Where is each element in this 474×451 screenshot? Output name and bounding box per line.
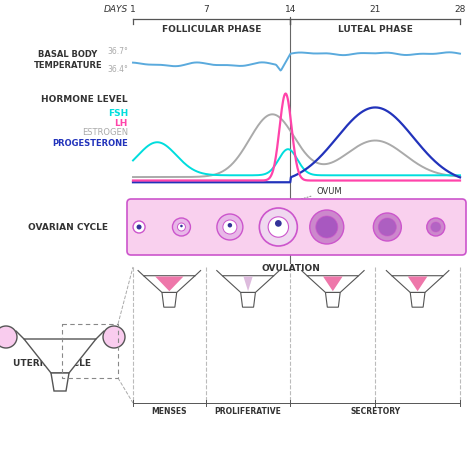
Text: 28: 28 — [454, 5, 465, 14]
Circle shape — [228, 224, 232, 228]
Circle shape — [259, 208, 297, 246]
Text: DAYS: DAYS — [104, 5, 128, 14]
Polygon shape — [162, 293, 177, 308]
Polygon shape — [144, 276, 195, 293]
Polygon shape — [51, 373, 69, 391]
Polygon shape — [24, 339, 96, 373]
Circle shape — [268, 217, 289, 238]
Circle shape — [316, 216, 338, 239]
Text: HORMONE LEVEL: HORMONE LEVEL — [41, 95, 128, 104]
Polygon shape — [408, 277, 428, 291]
Text: MENSES: MENSES — [152, 407, 187, 415]
Circle shape — [133, 221, 145, 234]
Polygon shape — [323, 277, 343, 291]
Polygon shape — [222, 276, 274, 293]
Circle shape — [103, 326, 125, 348]
Text: LH: LH — [115, 118, 128, 127]
Text: PROLIFERATIVE: PROLIFERATIVE — [215, 407, 282, 415]
FancyBboxPatch shape — [127, 199, 466, 255]
Circle shape — [217, 215, 243, 240]
Text: OVARIAN CYCLE: OVARIAN CYCLE — [28, 223, 108, 232]
Circle shape — [275, 221, 282, 227]
Polygon shape — [244, 277, 253, 291]
Text: 1: 1 — [130, 5, 136, 14]
Circle shape — [180, 225, 182, 228]
Polygon shape — [155, 277, 183, 291]
Polygon shape — [410, 293, 425, 308]
Circle shape — [223, 221, 237, 235]
Circle shape — [427, 219, 445, 236]
Text: PROGESTERONE: PROGESTERONE — [52, 139, 128, 148]
Text: FSH: FSH — [108, 108, 128, 117]
Text: 36.4°: 36.4° — [107, 65, 128, 74]
Circle shape — [173, 219, 191, 236]
Text: BASAL BODY
TEMPERATURE: BASAL BODY TEMPERATURE — [34, 50, 102, 70]
Circle shape — [177, 224, 185, 231]
Text: LUTEAL PHASE: LUTEAL PHASE — [338, 24, 413, 33]
Circle shape — [137, 225, 142, 230]
Text: SECRETORY: SECRETORY — [350, 407, 400, 415]
Circle shape — [378, 219, 396, 236]
Text: 36.7°: 36.7° — [107, 47, 128, 56]
Polygon shape — [241, 293, 255, 308]
Text: ESTROGEN: ESTROGEN — [82, 128, 128, 137]
Text: UTERINE CYCLE: UTERINE CYCLE — [13, 359, 91, 368]
Polygon shape — [326, 293, 340, 308]
Circle shape — [310, 211, 344, 244]
Circle shape — [0, 326, 17, 348]
Text: OVULATION: OVULATION — [261, 263, 320, 272]
Text: OVUM: OVUM — [283, 187, 342, 205]
Text: 21: 21 — [370, 5, 381, 14]
Text: FOLLICULAR PHASE: FOLLICULAR PHASE — [162, 24, 261, 33]
Circle shape — [374, 213, 401, 241]
Text: 14: 14 — [285, 5, 296, 14]
Polygon shape — [392, 276, 443, 293]
Polygon shape — [307, 276, 359, 293]
Text: 7: 7 — [203, 5, 209, 14]
Circle shape — [431, 222, 441, 232]
